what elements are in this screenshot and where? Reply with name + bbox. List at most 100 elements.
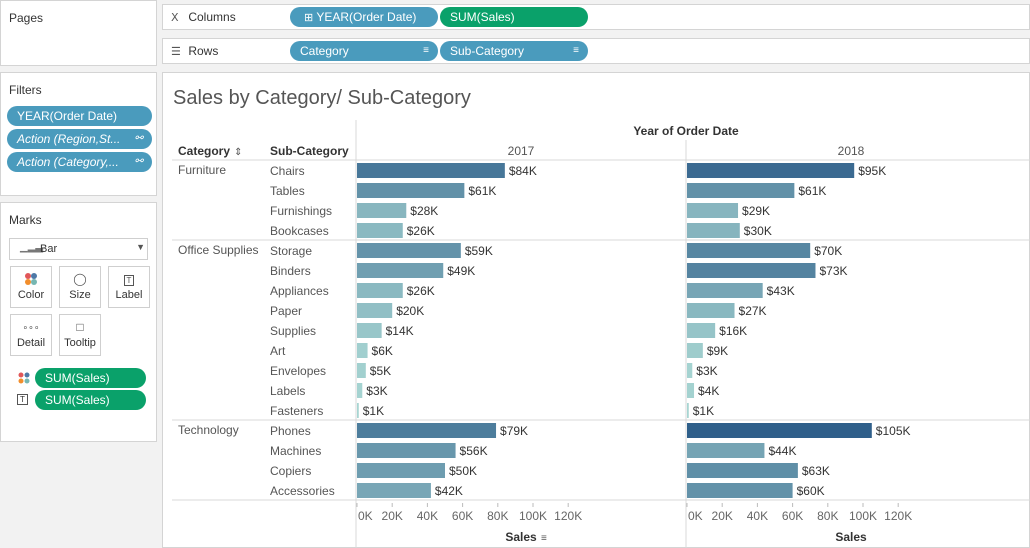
detail-icon: ∘∘∘ [22,322,40,332]
bar[interactable] [687,463,798,478]
filter-pill-year-label: YEAR(Order Date) [17,109,118,123]
detail-button[interactable]: ∘∘∘ Detail [10,314,52,356]
subcategory-label: Storage [270,244,312,258]
pages-card[interactable]: Pages [0,0,157,66]
view-title: Sales by Category/ Sub-Category [173,87,471,109]
bar[interactable] [357,243,461,258]
bar-value-label: $60K [797,484,825,498]
rows-pill-category[interactable]: Category ≡ [290,41,438,61]
sort-icon[interactable]: ≡ [541,533,547,544]
bar[interactable] [357,363,366,378]
bar[interactable] [357,223,403,238]
bar[interactable] [687,363,693,378]
bar-value-label: $42K [435,484,463,498]
bar[interactable] [357,203,407,218]
axis-title-2017: Sales [505,530,537,544]
marks-pill-label-sales[interactable]: SUM(Sales) [35,390,146,410]
category-label: Office Supplies [178,243,259,257]
sort-icon: ≡ [573,45,579,56]
bar[interactable] [687,243,811,258]
bar[interactable] [687,203,739,218]
tooltip-label: Tooltip [64,337,96,349]
columns-icon: Ⅹ [171,12,179,24]
label-button[interactable]: T Label [108,266,150,308]
link-icon: ⚯ [134,156,143,167]
row-header-subcategory: Sub-Category [270,144,349,158]
subcategory-label: Labels [270,384,305,398]
bar[interactable] [357,443,456,458]
bar[interactable] [687,323,716,338]
bar[interactable] [357,483,431,498]
axis-tick-label: 40K [747,509,768,523]
axis-tick-label: 60K [782,509,803,523]
subcategory-label: Phones [270,424,311,438]
marks-pill-color-sales-label: SUM(Sales) [45,371,110,385]
bar[interactable] [687,343,703,358]
bar[interactable] [357,383,363,398]
color-button[interactable]: Color [10,266,52,308]
bar[interactable] [357,343,368,358]
columns-pill-year-label: YEAR(Order Date) [316,10,417,24]
bar[interactable] [687,223,740,238]
tooltip-button[interactable]: □ Tooltip [59,314,101,356]
bar-value-label: $95K [858,164,886,178]
bar[interactable] [357,463,445,478]
bars-layer: Furniture Chairs $84K $95K Tables $61K $61K Fur… [178,163,912,523]
chevron-down-icon: ▼ [136,242,145,252]
filter-pill-year[interactable]: YEAR(Order Date) [7,106,152,126]
bar[interactable] [687,443,765,458]
bar[interactable] [687,383,695,398]
bar[interactable] [687,163,855,178]
bar-value-label: $61K [798,184,826,198]
bar[interactable] [687,283,763,298]
columns-pill-year[interactable]: ⊞ YEAR(Order Date) [290,7,438,27]
bar[interactable] [687,183,795,198]
bar[interactable] [687,263,816,278]
filter-pill-action-category[interactable]: Action (Category,... ⚯ [7,152,152,172]
filter-pill-action-region[interactable]: Action (Region,St... ⚯ [7,129,152,149]
columns-shelf[interactable]: Ⅹ Columns ⊞ YEAR(Order Date) SUM(Sales) [162,4,1030,30]
bar[interactable] [357,323,382,338]
marks-pill-color-sales[interactable]: SUM(Sales) [35,368,146,388]
subcategory-label: Art [270,344,286,358]
bar-value-label: $70K [814,244,842,258]
bar[interactable] [357,403,359,418]
bar-value-label: $14K [386,324,414,338]
bar[interactable] [357,283,403,298]
bar[interactable] [357,183,465,198]
mark-type-dropdown[interactable]: ▁▂▃ Bar ▼ [9,238,148,260]
bar[interactable] [357,263,444,278]
sort-icon[interactable]: ⇕ [234,147,242,158]
size-button[interactable]: ◯ Size [59,266,101,308]
bar[interactable] [687,403,689,418]
axis-tick-label: 20K [382,509,403,523]
bar[interactable] [357,423,497,438]
bar[interactable] [687,303,735,318]
tooltip-icon: □ [76,320,84,334]
bar-value-label: $73K [819,264,847,278]
filters-title: Filters [9,83,42,97]
bar[interactable] [357,163,505,178]
axis-tick-label: 80K [487,509,508,523]
subcategory-label: Appliances [270,284,329,298]
color-icon [18,372,30,384]
rows-pill-subcategory[interactable]: Sub-Category ≡ [440,41,588,61]
row-header-category[interactable]: Category [178,144,230,158]
bar[interactable] [687,483,793,498]
subcategory-label: Accessories [270,484,335,498]
bar-value-label: $105K [876,424,911,438]
bar-value-label: $16K [719,324,747,338]
viz-card: Sales by Category/ Sub-Category [162,72,1030,548]
axis-tick-label: 20K [712,509,733,523]
axis-tick-label: 0K [358,509,373,523]
bar[interactable] [357,303,393,318]
bar[interactable] [687,423,872,438]
panel-header-2018: 2018 [838,144,865,158]
category-label: Furniture [178,163,226,177]
bar-value-label: $27K [739,304,767,318]
axis-tick-label: 100K [519,509,547,523]
detail-label: Detail [16,337,46,349]
columns-pill-sales[interactable]: SUM(Sales) [440,7,588,27]
category-label: Technology [178,423,239,437]
